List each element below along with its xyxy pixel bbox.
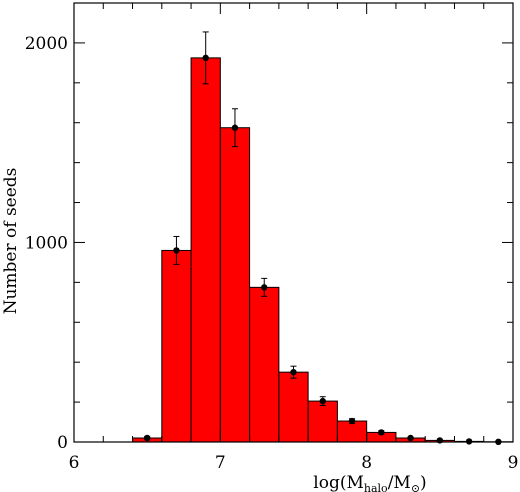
x-axis-title: log(Mhalo/M⊙) xyxy=(313,473,426,492)
data-point xyxy=(348,417,356,425)
data-point xyxy=(290,368,297,376)
data-point xyxy=(407,434,414,442)
data-point xyxy=(378,429,385,436)
x-tick-label: 7 xyxy=(215,453,226,473)
x-tick-label: 9 xyxy=(508,453,519,473)
histogram-bar xyxy=(249,286,280,443)
histogram-bar xyxy=(278,371,309,443)
bars-group xyxy=(132,57,514,443)
data-point xyxy=(143,434,151,442)
histogram-bar xyxy=(307,400,338,443)
data-point xyxy=(436,437,444,444)
histogram-bar xyxy=(190,57,221,443)
x-tick-label: 8 xyxy=(361,453,372,473)
y-tick-label: 1000 xyxy=(25,233,68,253)
y-tick-label: 0 xyxy=(57,433,68,453)
tick-labels-group: 6 7 8 9 0 1000 2000 xyxy=(25,34,519,473)
data-point xyxy=(173,247,180,254)
histogram-bar xyxy=(161,249,192,443)
plot-frame xyxy=(73,2,514,443)
data-point xyxy=(261,284,268,291)
histogram-bar xyxy=(219,127,251,443)
y-tick-label: 2000 xyxy=(25,34,68,54)
x-tick-label: 6 xyxy=(69,453,80,473)
data-point xyxy=(319,397,326,405)
data-point xyxy=(231,124,239,131)
y-axis-title: Number of seeds xyxy=(1,168,21,315)
data-point xyxy=(202,54,209,62)
